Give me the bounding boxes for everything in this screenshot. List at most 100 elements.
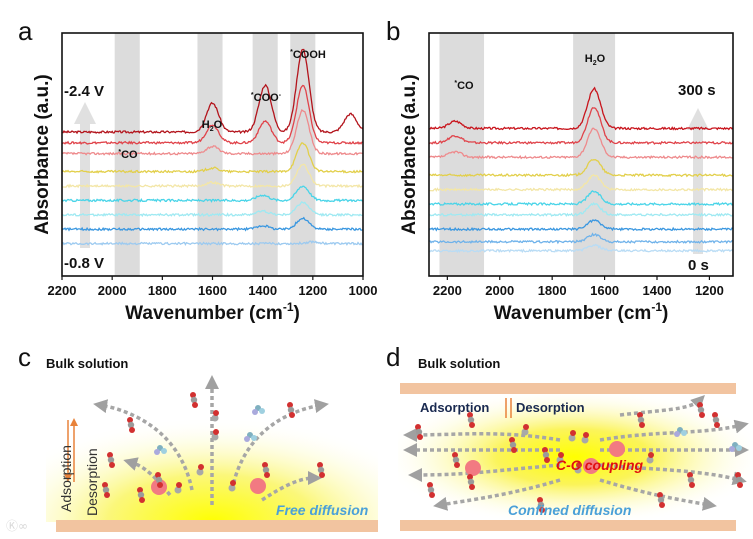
- series-line: [61, 48, 364, 135]
- x-tick-label: 1400: [643, 283, 672, 298]
- co2-molecule: [697, 402, 703, 408]
- plot-frame: [428, 32, 734, 277]
- active-site: [609, 441, 625, 457]
- co2-molecule: [735, 472, 741, 478]
- cc-coupling-label: C-C coupling: [556, 457, 644, 473]
- up-arrow-icon: [74, 102, 96, 248]
- electrode-surface: [56, 520, 378, 532]
- series-line: [61, 201, 364, 218]
- diffusion-arrow: [93, 399, 194, 491]
- series-line: [428, 190, 734, 207]
- active-site: [465, 460, 481, 476]
- co2-molecule: [427, 482, 433, 488]
- confined-diffusion-label: Confined diffusion: [508, 502, 632, 518]
- band-1: [197, 33, 223, 276]
- co2-molecule: [537, 497, 543, 503]
- band-1: [573, 33, 616, 276]
- series-line: [61, 142, 364, 174]
- series-line: [428, 243, 734, 254]
- band-label-3: *COOH: [290, 49, 326, 61]
- co2-molecule: [262, 462, 268, 468]
- co2-molecule: [637, 412, 643, 418]
- y-axis-label: Absorbance (a.u.): [399, 74, 420, 234]
- diffusion-arrow: [230, 399, 329, 491]
- co2-molecule: [107, 452, 113, 458]
- panel-label-a: a: [18, 16, 33, 46]
- x-tick-label: 1400: [248, 283, 277, 298]
- desorption-label-d: Desorption: [516, 400, 585, 415]
- series-line: [428, 107, 734, 146]
- series-line: [61, 108, 364, 156]
- x-tick-label: 2000: [485, 283, 514, 298]
- x-tick-label: 1600: [198, 283, 227, 298]
- arrow-top-label: 300 s: [678, 82, 716, 99]
- x-tick-label: 2000: [98, 283, 127, 298]
- panel-label-d: d: [386, 342, 401, 372]
- co-molecule: [211, 414, 219, 422]
- co2-molecule: [155, 472, 161, 478]
- co2-molecule: [712, 412, 718, 418]
- x-tick-label: 1000: [349, 283, 378, 298]
- series-line: [61, 216, 364, 232]
- series-line: [428, 232, 733, 245]
- band-label-1: H2O: [585, 53, 606, 67]
- co-molecule: [521, 428, 529, 436]
- co2-molecule: [415, 424, 421, 430]
- co2-molecule: [127, 417, 133, 423]
- co2-molecule: [190, 392, 196, 398]
- diagram-d: [398, 383, 750, 531]
- co2-molecule: [452, 452, 458, 458]
- series-line: [61, 84, 364, 145]
- co2-molecule: [102, 482, 108, 488]
- band-3: [290, 33, 316, 276]
- co2-molecule: [687, 472, 693, 478]
- active-site: [583, 458, 599, 474]
- desorption-arrowhead-icon: [70, 418, 78, 426]
- co2-molecule: [287, 402, 293, 408]
- band-label-1: H2O: [202, 119, 223, 133]
- x-tick-label: 1200: [298, 283, 327, 298]
- co2-molecule: [317, 462, 323, 468]
- chart-a: 2200 2000 1800 1600 1400 1200 1000 Wavenumber (…: [32, 32, 378, 324]
- band-label-2: *COO-: [251, 92, 282, 104]
- series-line: [61, 185, 364, 203]
- co-molecule: [568, 434, 576, 442]
- co-molecule: [556, 456, 564, 464]
- diffusion-arrow: [599, 463, 747, 486]
- series-line: [61, 240, 364, 247]
- bulk-solution-c: Bulk solution: [46, 356, 129, 371]
- co2-molecule: [657, 492, 663, 498]
- series-line: [428, 219, 734, 232]
- diffusion-arrow: [433, 478, 561, 511]
- x-tick-label: 1800: [148, 283, 177, 298]
- x-axis-label: Wavenumber (cm-1): [125, 300, 300, 324]
- series-line: [428, 201, 734, 218]
- adsorption-arrowhead-icon: [64, 474, 72, 482]
- x-tick-label: 2200: [433, 283, 462, 298]
- arrow-top-label: -2.4 V: [64, 83, 104, 100]
- y-axis-label: Absorbance (a.u.): [32, 74, 53, 234]
- co2-molecule: [137, 487, 143, 493]
- co-molecule: [581, 436, 589, 444]
- series-line: [429, 173, 734, 192]
- co-molecule: [211, 433, 219, 441]
- bottom-wall: [400, 520, 736, 531]
- series-line: [62, 163, 364, 189]
- panel-label-b: b: [386, 16, 401, 46]
- desorption-label-c: Desorption: [84, 448, 100, 516]
- co-molecule: [646, 456, 654, 464]
- series-line: [428, 86, 734, 131]
- co-molecule: [228, 484, 236, 492]
- x-tick-label: 2200: [48, 283, 77, 298]
- diagram-c: Ⓚ∞: [6, 372, 378, 533]
- watermark-logo: Ⓚ∞: [6, 519, 28, 533]
- chart-b: 2200 2000 1800 1600 1400 1200 Wavenumber (cm-1…: [399, 32, 734, 324]
- co2-molecule: [509, 437, 515, 443]
- x-axis-label: Wavenumber (cm-1): [494, 300, 669, 324]
- arrow-bottom-label: -0.8 V: [64, 255, 104, 272]
- bulk-solution-d: Bulk solution: [418, 356, 501, 371]
- top-wall: [400, 383, 736, 394]
- diffusion-arrow: [408, 463, 561, 482]
- active-site: [250, 478, 266, 494]
